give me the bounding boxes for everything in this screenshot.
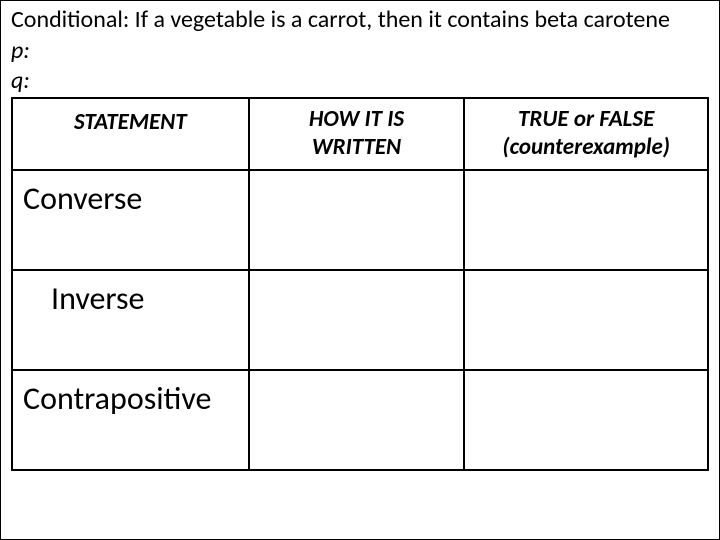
tf-line1: TRUE or FALSE: [518, 105, 654, 133]
cell-converse-how: [249, 170, 465, 270]
table-row: Inverse: [12, 270, 708, 370]
logic-table: STATEMENT HOW IT IS WRITTEN TRUE or FALS…: [11, 97, 709, 471]
row-label-inverse: Inverse: [12, 270, 249, 370]
q-label: q:: [11, 66, 709, 95]
cell-inverse-how: [249, 270, 465, 370]
slide-frame: Conditional: If a vegetable is a carrot,…: [0, 0, 720, 540]
row-label-contrapositive: Contrapositive: [12, 370, 249, 470]
tf-line2: (counterexample): [502, 133, 670, 161]
p-label: p:: [11, 36, 709, 65]
col-header-statement: STATEMENT: [12, 98, 249, 170]
cell-converse-tf: [464, 170, 708, 270]
header-row: STATEMENT HOW IT IS WRITTEN TRUE or FALS…: [12, 98, 708, 170]
col-header-how-written: HOW IT IS WRITTEN: [249, 98, 465, 170]
row-label-converse: Converse: [12, 170, 249, 270]
table-row: Contrapositive: [12, 370, 708, 470]
cell-inverse-tf: [464, 270, 708, 370]
table-row: Converse: [12, 170, 708, 270]
col-header-true-false: TRUE or FALSE (counterexample): [464, 98, 708, 170]
conditional-text: Conditional: If a vegetable is a carrot,…: [11, 5, 709, 34]
how-written-line1: HOW IT IS: [309, 105, 404, 133]
cell-contrapositive-tf: [464, 370, 708, 470]
how-written-line2: WRITTEN: [312, 133, 401, 161]
cell-contrapositive-how: [249, 370, 465, 470]
